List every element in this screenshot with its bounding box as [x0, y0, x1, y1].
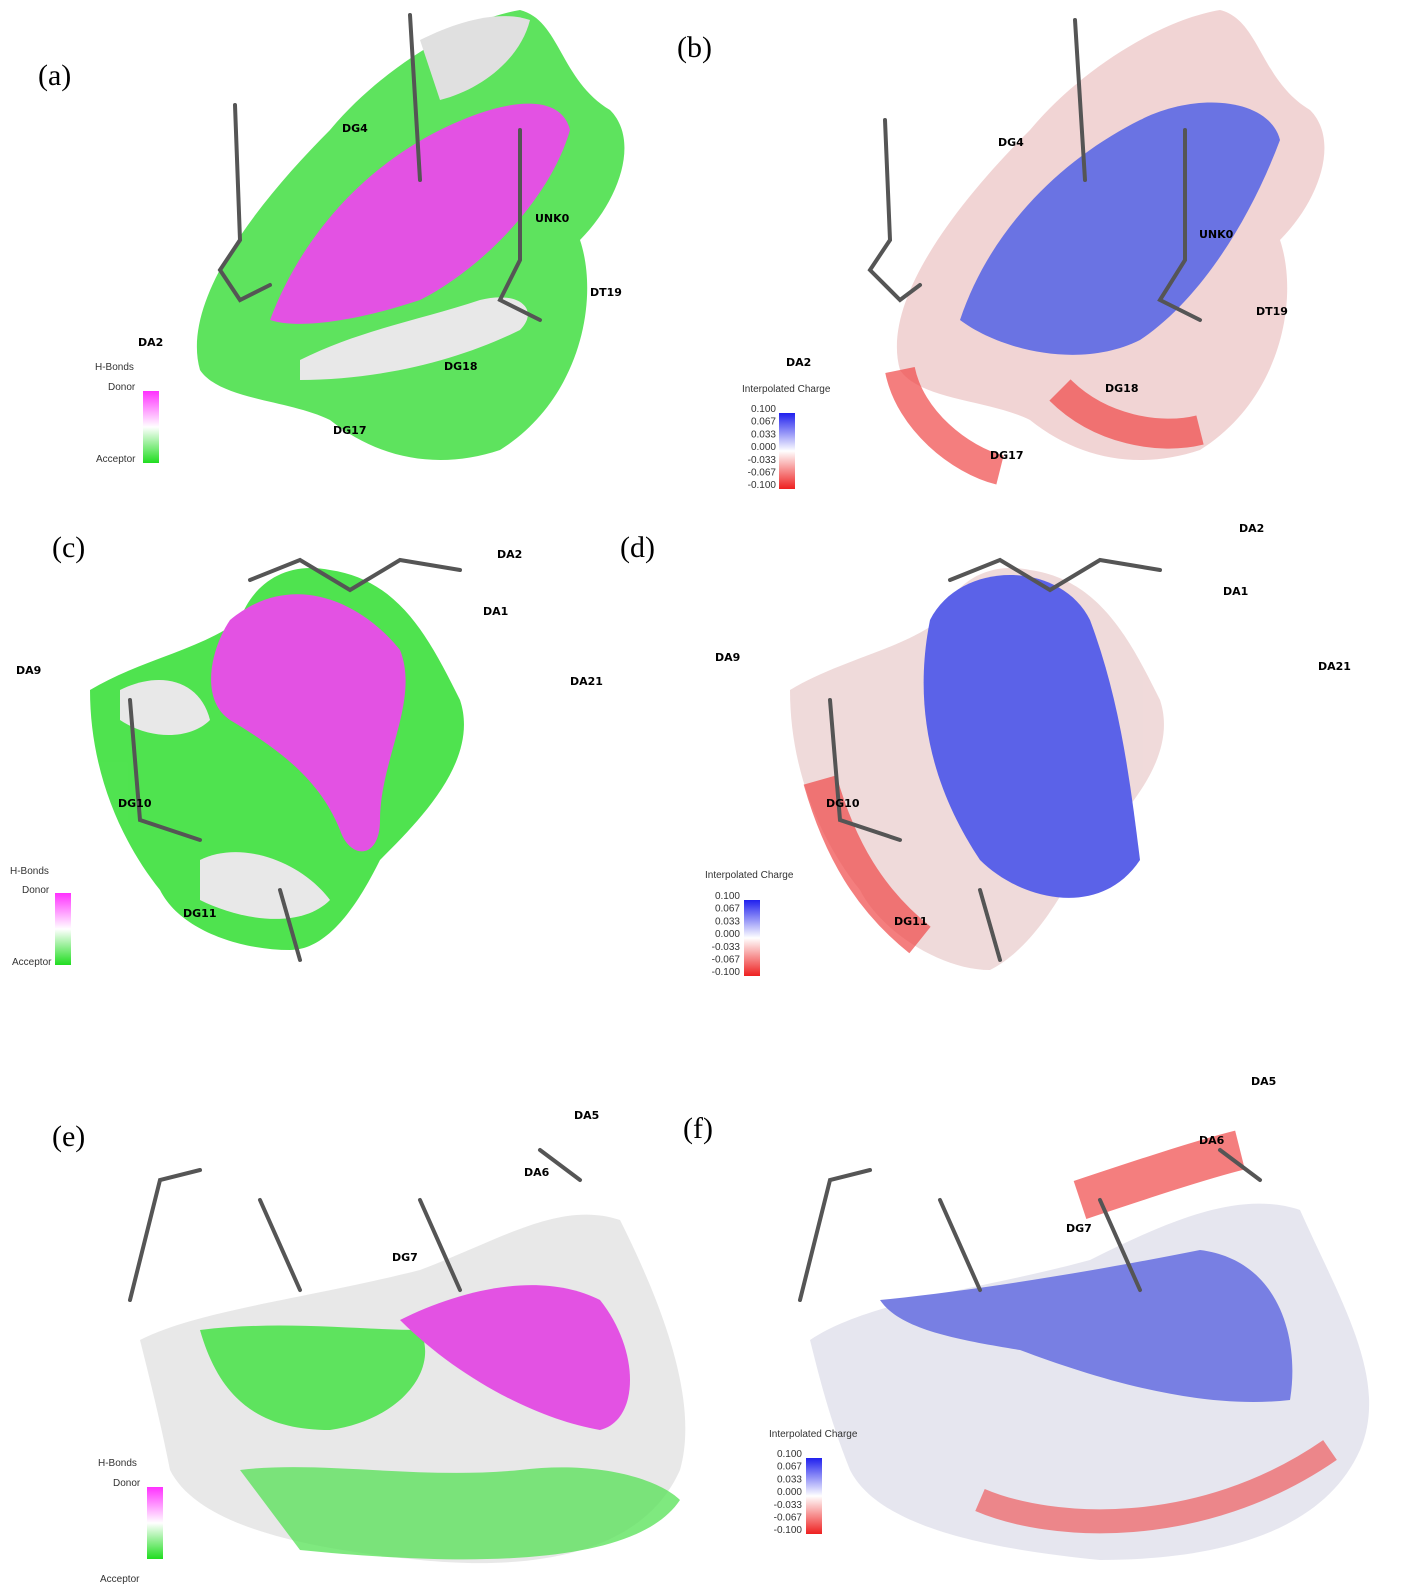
legend-scale-label: -0.100	[774, 1525, 803, 1536]
legend-scale-label: 0.067	[715, 904, 740, 915]
legend-donor: Donor	[108, 382, 136, 393]
legend-title: Interpolated Charge	[742, 384, 831, 395]
legend-scale-label: 0.000	[777, 1487, 802, 1498]
residue-label: DA5	[574, 1109, 599, 1122]
legend-donor: Donor	[113, 1478, 141, 1489]
residue-label: DG17	[333, 424, 366, 437]
legend-scale-label: 0.100	[777, 1449, 802, 1460]
residue-label: DG11	[894, 915, 927, 928]
legend-scale-label: 0.100	[751, 404, 776, 415]
residue-label: DA5	[1251, 1075, 1276, 1088]
legend-title: H-Bonds	[10, 866, 49, 877]
residue-label: DA2	[138, 336, 163, 349]
legend-bar	[806, 1458, 822, 1534]
legend-scale-label: 0.067	[751, 417, 776, 428]
residue-label: DG11	[183, 907, 216, 920]
residue-label: DA2	[786, 356, 811, 369]
residue-label: DG17	[990, 449, 1023, 462]
residue-label: DG10	[826, 797, 860, 810]
residue-label: DA6	[524, 1166, 550, 1179]
residue-label: DG4	[342, 122, 368, 135]
residue-label: DA21	[570, 675, 603, 688]
residue-label: DA2	[497, 548, 522, 561]
legend-scale-label: -0.067	[712, 955, 741, 966]
panel-label: (f)	[683, 1112, 713, 1145]
legend-donor: Donor	[22, 885, 50, 896]
residue-label: UNK0	[535, 212, 570, 225]
legend-scale-label: -0.067	[748, 468, 777, 479]
legend-scale-label: 0.000	[715, 929, 740, 940]
residue-label: DG10	[118, 797, 152, 810]
legend-scale-label: 0.100	[715, 891, 740, 902]
residue-label: DG18	[1105, 382, 1138, 395]
figure: (a) DA2 DG4 UNK0 DT19 DG18 DG17 H-Bonds Donor Acc…	[0, 0, 1405, 1584]
legend-scale-label: -0.067	[774, 1513, 803, 1524]
residue-label: DG7	[1066, 1222, 1092, 1235]
legend-bar	[744, 900, 760, 976]
residue-label: DG18	[444, 360, 477, 373]
residue-label: DA6	[1199, 1134, 1225, 1147]
legend-scale-label: -0.100	[748, 480, 777, 491]
panel-label: (c)	[52, 531, 85, 564]
residue-label: UNK0	[1199, 228, 1234, 241]
residue-label: DG7	[392, 1251, 418, 1264]
legend-scale-label: -0.100	[712, 967, 741, 978]
legend-title: Interpolated Charge	[769, 1429, 858, 1440]
legend-title: H-Bonds	[98, 1458, 137, 1469]
residue-label: DT19	[590, 286, 622, 299]
residue-label: DG4	[998, 136, 1024, 149]
legend-acceptor: Acceptor	[12, 957, 52, 968]
legend-scale-label: -0.033	[712, 942, 741, 953]
legend-scale-label: 0.000	[751, 442, 776, 453]
legend-scale-label: 0.033	[715, 916, 740, 927]
residue-label: DT19	[1256, 305, 1288, 318]
panel-label: (a)	[38, 59, 71, 92]
legend-acceptor: Acceptor	[100, 1574, 140, 1584]
residue-label: DA9	[715, 651, 740, 664]
legend-bar	[779, 413, 795, 489]
legend-title: H-Bonds	[95, 362, 134, 373]
residue-label: DA1	[483, 605, 508, 618]
legend-scale-label: -0.033	[774, 1500, 803, 1511]
legend-scale-label: 0.033	[777, 1474, 802, 1485]
legend-scale-label: -0.033	[748, 455, 777, 466]
legend-scale-label: 0.033	[751, 429, 776, 440]
panel-label: (b)	[677, 31, 712, 64]
residue-label: DA1	[1223, 585, 1248, 598]
panel-label: (e)	[52, 1120, 85, 1153]
legend-bar	[147, 1487, 163, 1559]
legend-bar	[143, 391, 159, 463]
legend-title: Interpolated Charge	[705, 870, 794, 881]
panel-label: (d)	[620, 531, 655, 564]
legend-bar	[55, 893, 71, 965]
residue-label: DA21	[1318, 660, 1351, 673]
legend-scale-label: 0.067	[777, 1462, 802, 1473]
residue-label: DA2	[1239, 522, 1264, 535]
residue-label: DA9	[16, 664, 41, 677]
legend-acceptor: Acceptor	[96, 454, 136, 465]
